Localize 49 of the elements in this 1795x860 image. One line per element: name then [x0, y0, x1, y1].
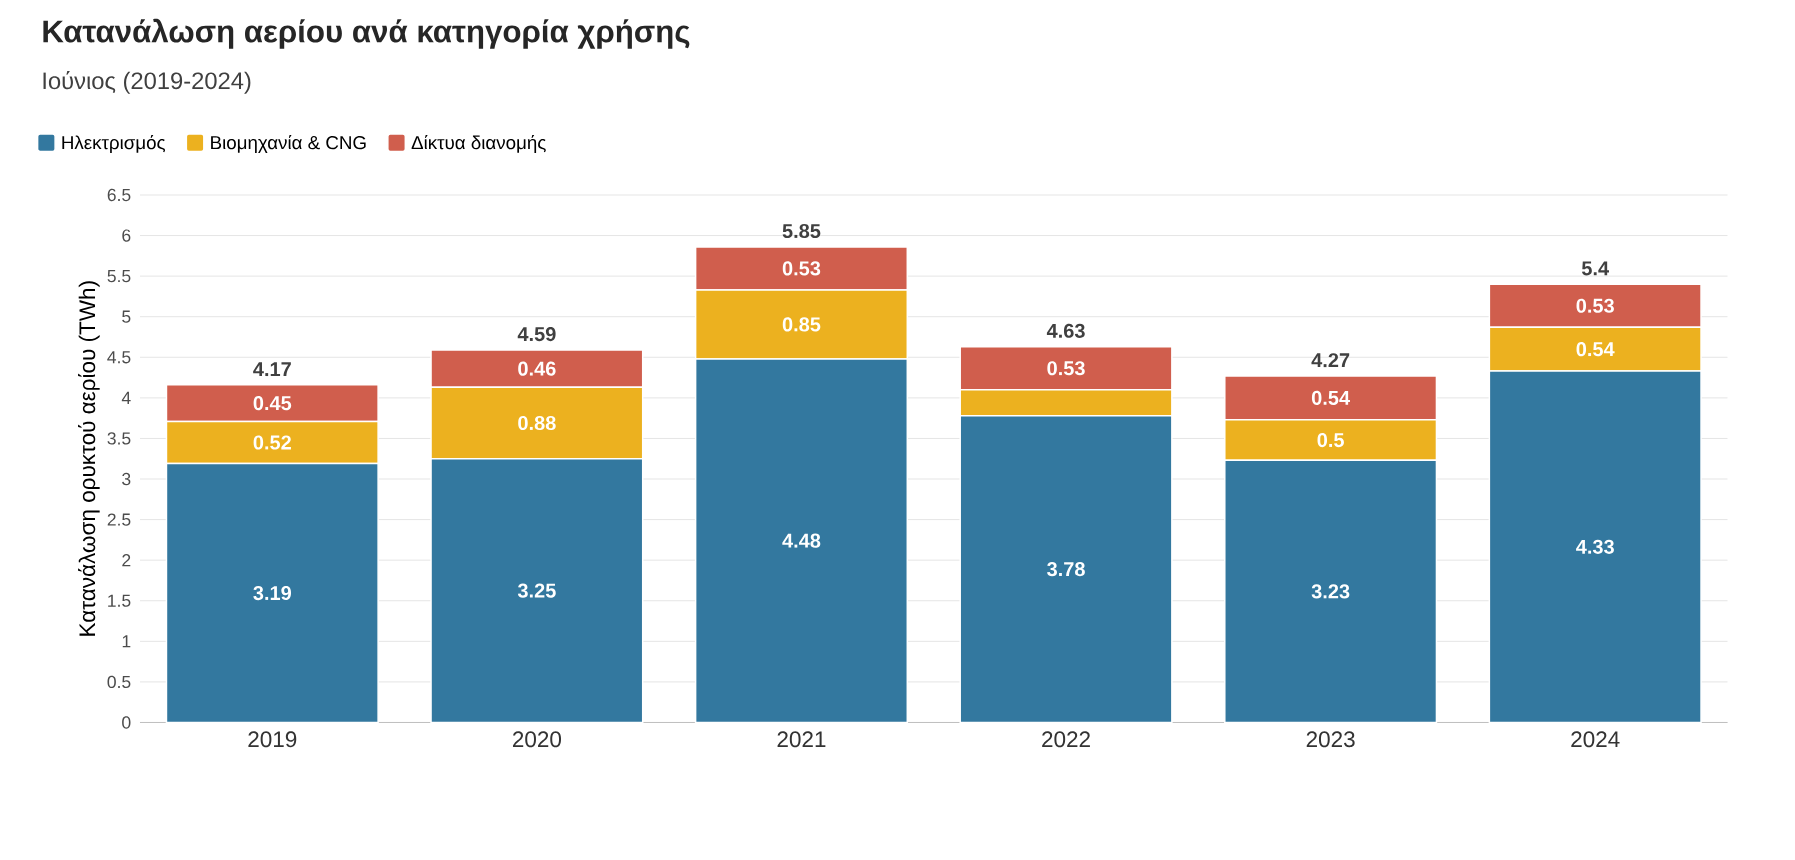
legend-label: Βιομηχανία & CNG — [211, 134, 366, 153]
y-axis-title: Κατανάλωση ορυκτού αερίου (TWh) — [78, 281, 100, 636]
data-label: 0.88 — [518, 415, 556, 431]
data-label: 3.25 — [517, 583, 556, 598]
x-tick-label: 2021 — [777, 731, 826, 748]
y-tick-label: 2.5 — [107, 513, 131, 526]
x-tick-label: 2024 — [1571, 731, 1620, 748]
y-tick-label: 0.5 — [107, 675, 131, 689]
data-label: 3.78 — [1047, 562, 1085, 577]
legend-label: Ηλεκτρισμός — [62, 134, 166, 153]
x-tick-label: 2022 — [1042, 731, 1090, 748]
y-tick-label: 1.5 — [108, 594, 131, 607]
y-tick-label: 3.5 — [107, 432, 131, 445]
y-tick-label: 5.5 — [107, 270, 131, 283]
data-label: 0.53 — [1576, 298, 1614, 313]
y-tick-label: 6 — [122, 229, 131, 242]
data-label: 3.23 — [1311, 584, 1350, 599]
chart-title: Κατανάλωση αερίου ανά κατηγορία χρήσης — [43, 18, 690, 49]
data-label: 0.53 — [1047, 361, 1085, 376]
y-tick-label: 6.5 — [107, 188, 131, 202]
y-tick-label: 0 — [122, 716, 131, 729]
data-label: 0.85 — [782, 317, 821, 332]
total-label: 4.17 — [253, 362, 291, 377]
data-label: 0.54 — [1576, 342, 1615, 357]
total-label: 4.59 — [517, 327, 556, 342]
data-label: 4.48 — [782, 533, 821, 548]
x-tick-label: 2019 — [248, 731, 297, 748]
data-label: 0.5 — [1317, 432, 1344, 448]
chart-subtitle: Ιούνιος (2019-2024) — [43, 71, 251, 94]
data-label: 0.52 — [253, 435, 291, 450]
data-label: 0.53 — [782, 261, 821, 276]
y-tick-label: 4 — [121, 391, 131, 404]
data-label: 0.46 — [518, 361, 556, 376]
total-label: 4.63 — [1046, 323, 1085, 338]
y-tick-label: 2 — [122, 554, 131, 567]
y-tick-label: 5 — [122, 310, 131, 323]
y-tick-label: 4.5 — [107, 351, 131, 364]
total-label: 5.4 — [1581, 261, 1609, 276]
total-label: 5.85 — [782, 223, 821, 239]
x-tick-label: 2020 — [512, 731, 562, 748]
data-label: 3.19 — [253, 585, 292, 601]
data-label: 0.45 — [253, 396, 292, 411]
y-tick-label: 1 — [122, 635, 131, 648]
x-tick-label: 2023 — [1306, 731, 1355, 748]
legend-label: Δίκτυα διανομής — [411, 134, 546, 153]
data-label: 4.33 — [1576, 539, 1614, 554]
data-label: 0.54 — [1311, 390, 1350, 405]
total-label: 4.27 — [1311, 353, 1350, 368]
y-tick-label: 3 — [122, 472, 131, 486]
